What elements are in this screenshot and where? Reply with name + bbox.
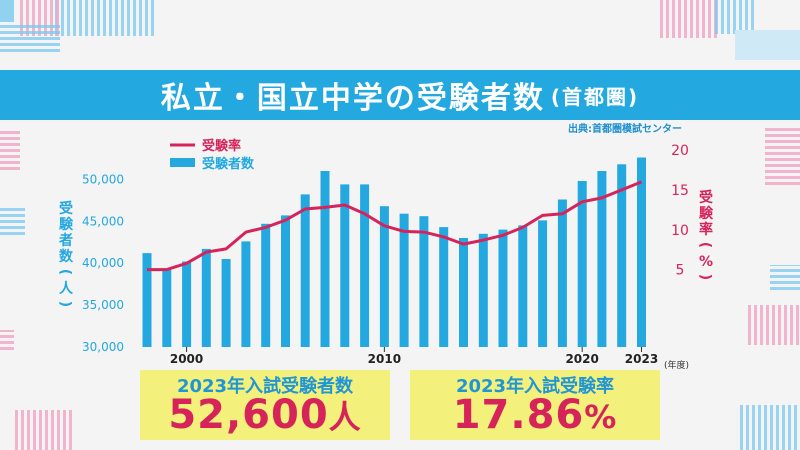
legend-label-rate: 受験率: [202, 138, 241, 154]
stat-number-rate: 17.86: [452, 392, 585, 438]
decor-block-top-left: [0, 0, 14, 22]
stat-unit-rate: %: [584, 398, 618, 436]
source-credit: 出典:首都圏模試センター: [568, 124, 682, 135]
x-tick-label: 2023: [625, 352, 658, 366]
stat-unit-applicants: 人: [328, 398, 362, 436]
stat-number-applicants: 52,600: [168, 392, 329, 438]
bar-2017: [518, 225, 528, 347]
y-right-axis-label-char: 験: [699, 205, 714, 222]
chart-title: 私立・国立中学の受験者数: [160, 81, 545, 116]
bar-2001: [201, 248, 211, 347]
y-left-axis-label-char: 者: [59, 233, 73, 249]
bar-2013: [439, 227, 449, 347]
bar-2016: [498, 229, 508, 347]
y-right-axis-label-char: 率: [699, 221, 713, 238]
bar-2002: [221, 259, 231, 347]
legend: 受験率 受験者数: [170, 138, 255, 172]
stat-label-applicants: 2023年入試受験者数: [176, 376, 354, 397]
bar-2000: [182, 261, 192, 347]
x-ticks: 2000 2010 2020 2023: [170, 347, 658, 366]
y-left-axis-label: 受験者数 ( 人): [57, 200, 74, 307]
stat-value-applicants: 52,600人: [140, 392, 390, 438]
bar-2020: [577, 181, 587, 347]
y-left-axis-label-char: 受: [59, 200, 73, 217]
y-right-tick-label: 5: [676, 263, 685, 279]
y-right-ticks: 5 10 15 20: [671, 143, 689, 279]
y-left-tick-label: 45,000: [82, 214, 124, 228]
bars-group: [142, 157, 646, 347]
y-right-axis-label-char: 受: [699, 189, 713, 206]
y-left-tick-label: 35,000: [82, 298, 124, 312]
legend-bar-swatch: [170, 158, 195, 167]
y-left-axis-label-char: 人: [59, 280, 74, 297]
x-axis-unit: (年度): [664, 359, 689, 371]
bar-2008: [340, 184, 350, 347]
y-left-axis-label-char: 数: [59, 248, 74, 265]
bar-2006: [300, 194, 310, 347]
stat-box-rate: 2023年入試受験率 17.86%: [410, 370, 660, 440]
bar-1998: [142, 253, 152, 347]
chart-subtitle: (首都圏): [550, 84, 640, 109]
y-left-ticks: 30,000 35,000 40,000 45,000 50,000: [82, 172, 124, 354]
stat-label-rate: 2023年入試受験率: [455, 376, 615, 397]
bar-2015: [478, 233, 488, 347]
bar-2004: [261, 223, 271, 347]
y-right-tick-label: 10: [671, 223, 689, 239]
bar-2010: [379, 206, 389, 347]
bar-1999: [162, 269, 172, 347]
y-right-axis-label-char: %: [699, 254, 713, 270]
bar-2003: [241, 241, 251, 347]
decor-block-top-right: [735, 30, 800, 60]
y-right-tick-label: 20: [671, 143, 689, 159]
y-right-axis-label: 受験率 (%): [697, 189, 714, 280]
x-tick-label: 2010: [368, 352, 401, 366]
y-right-axis-label-char: (: [697, 242, 713, 248]
y-right-axis-label-char: ): [697, 274, 713, 280]
bar-2014: [459, 238, 468, 347]
y-left-tick-label: 30,000: [82, 340, 124, 354]
bar-2022: [617, 164, 627, 347]
y-left-tick-label: 50,000: [82, 172, 124, 186]
stat-value-rate: 17.86%: [410, 392, 660, 438]
bar-2023: [637, 157, 646, 347]
y-left-tick-label: 40,000: [82, 256, 124, 270]
x-tick-label: 2020: [565, 352, 598, 366]
bar-2009: [360, 184, 370, 347]
y-left-axis-label-char: (: [57, 269, 73, 275]
y-left-axis-label-char: ): [57, 301, 73, 307]
y-right-tick-label: 15: [671, 183, 689, 199]
legend-label-count: 受験者数: [202, 156, 255, 172]
bar-2011: [399, 213, 409, 347]
bar-2007: [320, 171, 330, 347]
rate-line: [147, 180, 643, 272]
bar-2019: [557, 199, 567, 347]
y-left-axis-label-char: 験: [59, 216, 74, 233]
x-tick-label: 2000: [170, 352, 203, 366]
stat-box-applicants: 2023年入試受験者数 52,600人: [140, 370, 390, 440]
bar-2005: [281, 215, 290, 347]
title-bar: 私立・国立中学の受験者数 (首都圏): [0, 70, 800, 120]
bar-2018: [538, 220, 548, 347]
bar-2021: [597, 171, 607, 347]
bar-2012: [419, 216, 429, 347]
